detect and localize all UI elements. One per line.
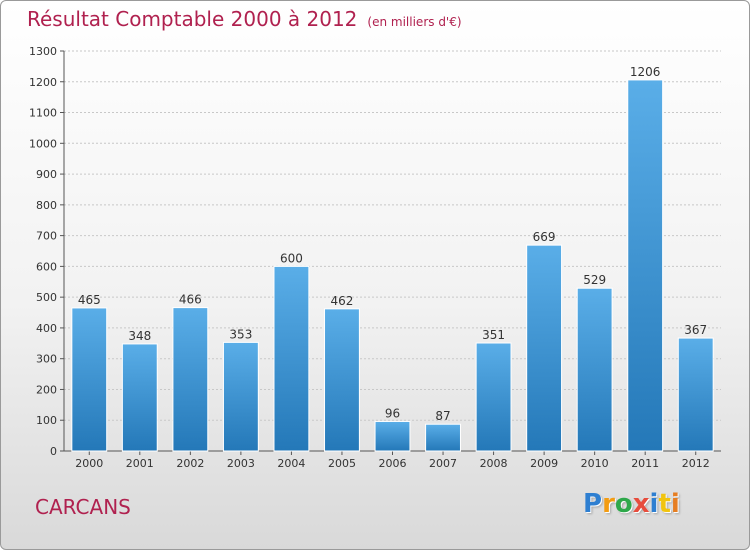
value-label-2011: 1206: [630, 65, 661, 79]
y-tick-label: 200: [36, 383, 57, 396]
x-tick-label-2007: 2007: [429, 457, 457, 470]
x-tick-label-2011: 2011: [631, 457, 659, 470]
value-label-2010: 529: [583, 273, 606, 287]
y-tick-label: 1000: [29, 137, 57, 150]
bar-2012: [677, 337, 714, 452]
y-tick-label: 900: [36, 168, 57, 181]
value-label-2001: 348: [128, 329, 151, 343]
bar-2008: [475, 342, 512, 452]
logo-letter: o: [614, 489, 633, 519]
commune-name: CARCANS: [35, 495, 131, 519]
logo-letter: i: [670, 489, 680, 519]
bar-2011: [627, 79, 664, 452]
proxiti-logo: Proxiti: [583, 489, 680, 519]
x-tick-label-2009: 2009: [530, 457, 558, 470]
x-tick-label-2006: 2006: [379, 457, 407, 470]
value-label-2007: 87: [435, 409, 450, 423]
y-tick-label: 1100: [29, 107, 57, 120]
bar-2003: [222, 341, 259, 452]
logo-letter: x: [632, 489, 650, 519]
chart-subtitle: (en milliers d'€): [367, 15, 462, 29]
labels: 465 348 466 353 600 462 96 87 351 669 529 1206 367: [78, 65, 707, 423]
logo-letter: r: [602, 489, 615, 519]
bars: [71, 79, 714, 452]
x-tick-label-2000: 2000: [75, 457, 103, 470]
value-label-2008: 351: [482, 328, 505, 342]
value-label-2012: 367: [684, 323, 707, 337]
x-tick-label-2008: 2008: [480, 457, 508, 470]
bar-2004: [273, 265, 310, 452]
bar-2001: [121, 343, 158, 452]
logo-letter: P: [583, 489, 603, 519]
logo-letter: i: [649, 489, 659, 519]
y-tick-label: 500: [36, 291, 57, 304]
logo-letter: t: [658, 489, 671, 519]
y-tick-label: 0: [50, 445, 57, 458]
bar-2009: [526, 244, 563, 452]
y-tick-label: 300: [36, 353, 57, 366]
value-label-2006: 96: [385, 406, 400, 420]
x-tick-label-2005: 2005: [328, 457, 356, 470]
axes: 0 100 200 300 400 500 600 700 800 900 1000 1100 1200…: [29, 45, 721, 470]
bar-2010: [576, 287, 613, 452]
x-tick-label-2001: 2001: [126, 457, 154, 470]
y-tick-label: 1300: [29, 45, 57, 58]
grid-lines: [64, 50, 721, 452]
x-tick-label-2003: 2003: [227, 457, 255, 470]
value-label-2002: 466: [179, 293, 202, 307]
y-tick-label: 1200: [29, 76, 57, 89]
y-tick-label: 700: [36, 230, 57, 243]
x-tick-label-2012: 2012: [682, 457, 710, 470]
bar-2006: [374, 420, 411, 452]
y-tick-label: 100: [36, 414, 57, 427]
x-tick-label-2010: 2010: [581, 457, 609, 470]
value-label-2004: 600: [280, 251, 303, 265]
bar-2005: [324, 308, 360, 452]
value-label-2003: 353: [229, 327, 252, 341]
value-label-2009: 669: [533, 230, 556, 244]
chart-title-text: Résultat Comptable 2000 à 2012: [27, 7, 358, 31]
y-tick-label: 400: [36, 322, 57, 335]
value-label-2005: 462: [331, 294, 354, 308]
y-tick-label: 800: [36, 199, 57, 212]
y-tick-label: 600: [36, 260, 57, 273]
chart-title: Résultat Comptable 2000 à 2012 (en millie…: [27, 7, 462, 31]
bar-2007: [425, 423, 461, 452]
x-tick-label-2004: 2004: [277, 457, 305, 470]
bar-2000: [71, 307, 108, 452]
x-tick-label-2002: 2002: [176, 457, 204, 470]
value-label-2000: 465: [78, 293, 101, 307]
bar-2002: [172, 307, 209, 452]
